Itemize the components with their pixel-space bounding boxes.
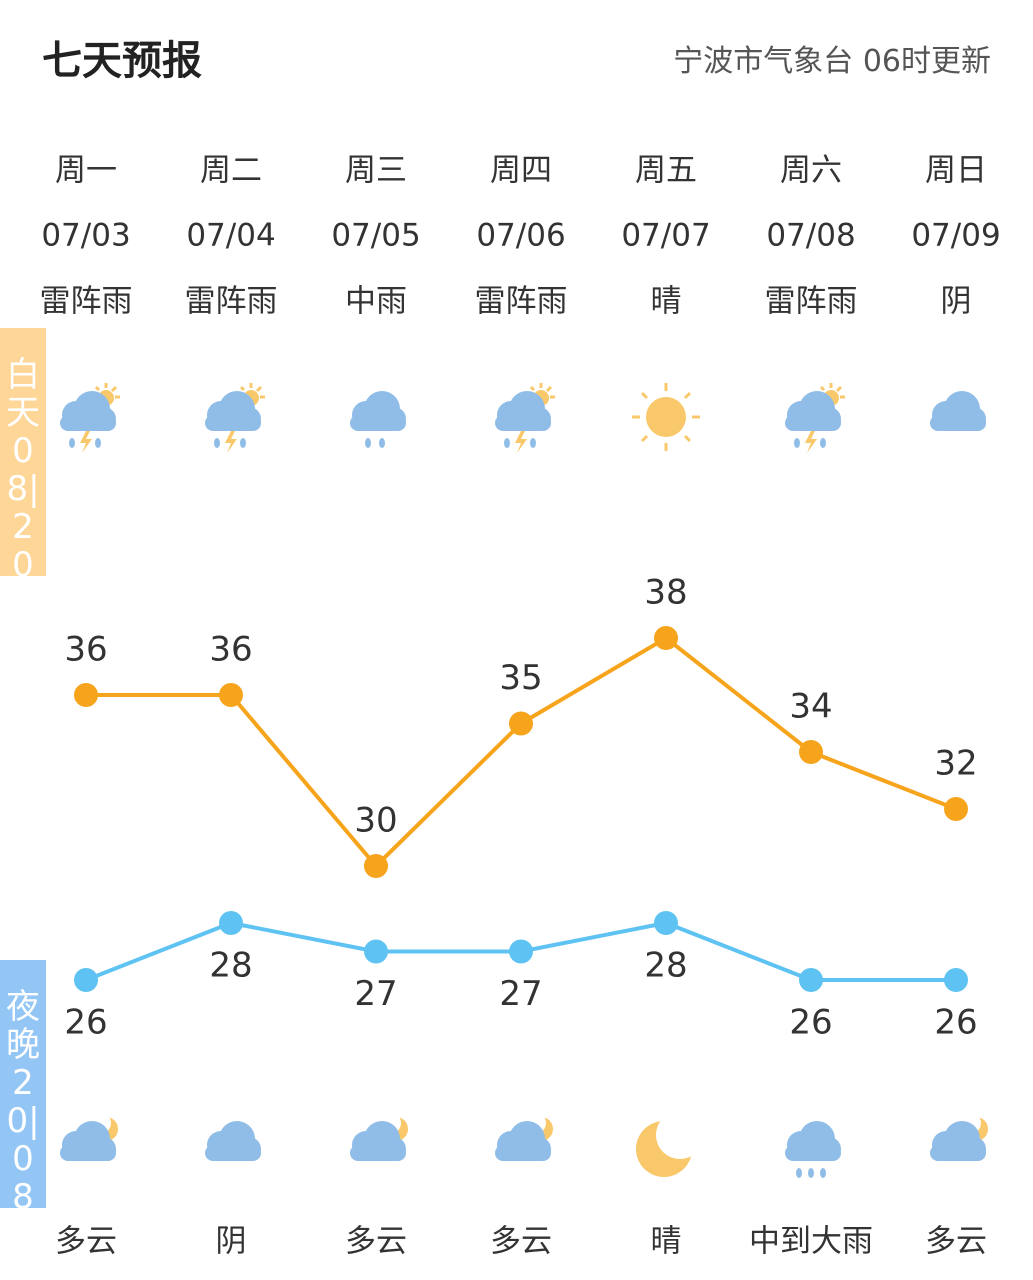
- weather-icon: [60, 383, 120, 453]
- temperature-label: 26: [934, 1003, 977, 1043]
- title: 七天预报: [42, 38, 202, 84]
- date: 07/07: [621, 218, 710, 254]
- temperature-point: [219, 683, 243, 707]
- day-weather: 雷阵雨: [475, 284, 568, 320]
- date: 07/06: [476, 218, 565, 254]
- temperature-point: [944, 797, 968, 821]
- temperature-point: [74, 683, 98, 707]
- night-weather: 中到大雨: [749, 1224, 873, 1260]
- night-icons: [60, 1111, 988, 1178]
- source: 宁波市气象台 06时更新: [673, 44, 991, 79]
- temperature-label: 32: [934, 744, 977, 784]
- day-weather: 雷阵雨: [40, 284, 133, 320]
- temperature-label: 26: [789, 1003, 832, 1043]
- temperature-label: 34: [789, 687, 832, 727]
- night-weather: 多云: [925, 1224, 987, 1260]
- temperature-label: 30: [354, 801, 397, 841]
- weather-icon: [785, 383, 845, 453]
- night-label: 夜晚20|08: [0, 960, 46, 1216]
- weather-icon: [350, 1112, 408, 1161]
- temperature-point: [74, 968, 98, 992]
- night-weather: 多云: [490, 1224, 552, 1260]
- weekday: 周四: [490, 153, 552, 189]
- temperature-point: [654, 626, 678, 650]
- day-weather: 中雨: [345, 284, 407, 320]
- temperature-point: [799, 740, 823, 764]
- weather-icon: [495, 383, 555, 453]
- weekday: 周二: [200, 153, 262, 189]
- weather-icon: [205, 1121, 261, 1161]
- date: 07/08: [766, 218, 855, 254]
- weather-icon: [495, 1112, 553, 1161]
- weather-icon: [930, 391, 986, 431]
- temperature-label: 35: [499, 658, 542, 698]
- weather-icon: [785, 1121, 841, 1178]
- day-weather: 晴: [651, 284, 682, 320]
- weather-icon: [205, 383, 265, 453]
- weather-icon: [350, 391, 406, 448]
- day-weather: 雷阵雨: [765, 284, 858, 320]
- temperature-label: 27: [499, 974, 542, 1014]
- weekday: 周一: [55, 153, 117, 189]
- weather-icon: [60, 1112, 118, 1161]
- date: 07/05: [331, 218, 420, 254]
- temperature-point: [509, 939, 533, 964]
- temperature-label: 38: [644, 573, 687, 613]
- weekday: 周日: [925, 153, 987, 189]
- weekday: 周六: [780, 153, 842, 189]
- day-weather: 雷阵雨: [185, 284, 278, 320]
- weather-icon: [630, 381, 702, 453]
- weekday: 周五: [635, 153, 697, 189]
- night-weather: 晴: [651, 1224, 682, 1260]
- temperature-label: 26: [64, 1003, 107, 1043]
- date: 07/09: [911, 218, 1000, 254]
- night-weather: 多云: [55, 1224, 117, 1260]
- temperature-point: [654, 911, 678, 935]
- temperature-label: 36: [64, 630, 107, 670]
- night-weather: 多云: [345, 1224, 407, 1260]
- temperature-point: [364, 854, 388, 878]
- night-label-text: 夜晚20|08: [6, 987, 40, 1217]
- temperature-point: [799, 968, 823, 992]
- weather-icon: [636, 1111, 704, 1177]
- temperature-point: [509, 711, 533, 736]
- day-label: 白天08|20: [0, 328, 46, 584]
- temperature-label: 28: [644, 946, 687, 986]
- day-label-text: 白天08|20: [6, 355, 40, 585]
- temperature-label: 27: [354, 974, 397, 1014]
- temperature-label: 28: [209, 946, 252, 986]
- date: 07/03: [41, 218, 130, 254]
- weather-icon: [930, 1112, 988, 1161]
- temperature-point: [219, 911, 243, 935]
- day-icons: [60, 381, 986, 453]
- night-weather: 阴: [216, 1224, 247, 1260]
- temperature-point: [944, 968, 968, 992]
- temperature-point: [364, 939, 388, 964]
- day-weather: 阴: [941, 284, 972, 320]
- temperature-label: 36: [209, 630, 252, 670]
- weekday: 周三: [345, 153, 407, 189]
- date: 07/04: [186, 218, 275, 254]
